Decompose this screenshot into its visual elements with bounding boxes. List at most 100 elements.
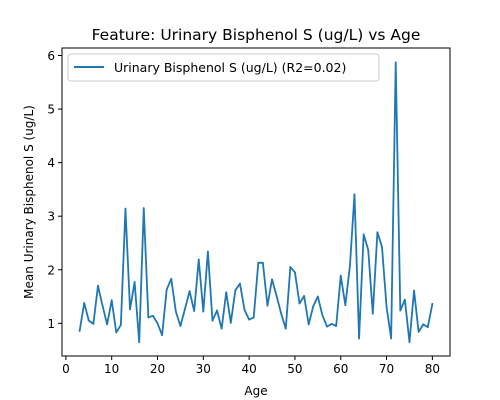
legend: Urinary Bisphenol S (ug/L) (R2=0.02): [67, 53, 380, 82]
y-tick-label: 3: [47, 210, 55, 224]
data-point: [92, 322, 95, 325]
x-tick-label: 0: [62, 362, 70, 376]
data-point: [289, 266, 292, 268]
data-point: [271, 278, 273, 281]
data-point: [239, 282, 241, 285]
data-point: [376, 231, 379, 234]
data-point: [344, 304, 347, 307]
data-point: [97, 284, 99, 287]
data-point: [403, 298, 406, 301]
data-point: [211, 319, 214, 322]
data-point: [184, 307, 186, 310]
x-tick-label: 60: [333, 362, 348, 376]
legend-label: Urinary Bisphenol S (ug/L) (R2=0.02): [114, 60, 346, 75]
data-point: [367, 249, 370, 251]
data-point: [220, 327, 223, 330]
data-point: [216, 309, 218, 312]
axes-frame: [61, 47, 451, 357]
series-line: [78, 61, 434, 343]
y-tick-label: 2: [47, 263, 55, 277]
data-point: [106, 323, 109, 326]
data-point: [207, 250, 209, 253]
data-point: [298, 302, 301, 305]
data-point: [170, 277, 173, 280]
y-tick-label: 4: [47, 156, 55, 170]
x-tick-label: 50: [287, 362, 302, 376]
data-point: [353, 193, 356, 196]
data-point: [179, 325, 182, 327]
data-point: [426, 326, 429, 328]
data-point: [101, 304, 104, 307]
data-point: [335, 325, 338, 327]
legend-box: [67, 53, 380, 82]
y-tick-label: 5: [47, 103, 55, 117]
data-point: [321, 314, 324, 317]
data-point: [252, 316, 255, 319]
data-point: [225, 291, 228, 294]
plot-area: 0 10 20 30 40 50 60 70 80 1 2 3 4 5 6: [47, 47, 451, 376]
x-tick-label: 20: [150, 362, 165, 376]
x-axis-label: Age: [244, 384, 267, 398]
data-point: [129, 308, 131, 311]
x-tick-label: 10: [104, 362, 119, 376]
data-point: [229, 321, 232, 324]
x-tick-label: 70: [379, 362, 394, 376]
data-point: [362, 233, 365, 236]
x-tick-label: 80: [425, 362, 440, 376]
data-point: [197, 258, 200, 261]
data-point: [280, 312, 283, 315]
data-point: [330, 322, 333, 325]
data-point: [371, 312, 374, 315]
y-tick-label: 6: [47, 49, 55, 63]
data-point: [138, 341, 141, 343]
data-point: [339, 274, 342, 277]
data-point: [284, 327, 287, 330]
data-point: [413, 289, 415, 292]
data-point: [294, 271, 296, 274]
y-axis-label: Mean Urinary Bisphenol S (ug/L): [22, 105, 36, 299]
data-point: [358, 337, 360, 340]
data-point: [165, 288, 168, 291]
data-point: [188, 290, 191, 293]
data-point: [326, 325, 328, 328]
data-point: [408, 341, 411, 343]
data-point: [174, 310, 177, 313]
data-point: [193, 310, 196, 312]
data-point: [275, 295, 278, 297]
data-point: [390, 337, 393, 340]
data-point: [243, 309, 246, 311]
data-point: [202, 310, 205, 313]
data-point: [422, 323, 425, 326]
data-point: [261, 261, 264, 264]
x-tick-label: 40: [241, 362, 256, 376]
data-point: [381, 245, 383, 248]
chart-title: Feature: Urinary Bisphenol S (ug/L) vs A…: [92, 26, 421, 44]
data-point: [385, 305, 388, 308]
data-point: [417, 330, 420, 333]
data-point: [161, 334, 163, 337]
data-point: [133, 281, 136, 283]
data-point: [78, 329, 81, 332]
data-point: [119, 324, 122, 326]
data-point: [234, 289, 237, 292]
data-point: [303, 295, 305, 297]
data-point: [431, 303, 434, 305]
data-point: [257, 261, 260, 264]
data-point: [83, 302, 86, 304]
data-point: [248, 318, 251, 321]
data-point: [394, 61, 397, 64]
data-point: [312, 305, 315, 308]
data-point: [115, 331, 118, 334]
data-point: [87, 319, 90, 322]
x-tick-label: 30: [196, 362, 211, 376]
data-point: [142, 207, 145, 210]
data-point: [349, 265, 351, 267]
y-tick-label: 1: [47, 317, 55, 331]
data-point: [124, 207, 127, 210]
data-point: [156, 322, 159, 325]
data-point: [399, 309, 402, 312]
data-point: [152, 314, 154, 317]
data-point: [316, 295, 319, 298]
data-point: [147, 316, 150, 319]
